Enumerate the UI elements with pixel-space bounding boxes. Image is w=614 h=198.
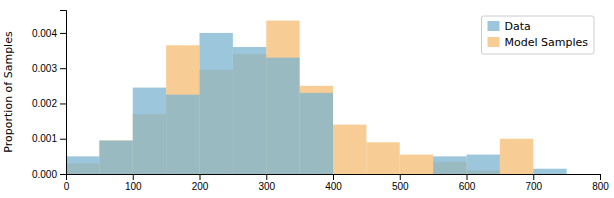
x-tick-label: 400 — [325, 181, 342, 192]
x-tick-label: 800 — [592, 181, 609, 192]
x-tick: 300 — [258, 174, 275, 192]
y-tick: 0.001 — [32, 133, 66, 144]
legend: Data Model Samples — [482, 16, 595, 54]
x-tick: 400 — [325, 174, 342, 192]
x-tick-label: 600 — [459, 181, 476, 192]
x-tick-label: 700 — [525, 181, 542, 192]
x-tick-mark — [600, 174, 601, 180]
bar — [166, 95, 199, 174]
bars — [66, 21, 567, 174]
legend-item: Data — [488, 20, 531, 33]
bar — [500, 139, 533, 174]
bar — [500, 174, 533, 175]
legend-swatch — [488, 21, 500, 31]
y-tick-label: 0.000 — [32, 169, 57, 180]
x-tick: 700 — [525, 174, 542, 192]
x-tick-label: 300 — [258, 181, 275, 192]
x-tick: 200 — [192, 174, 209, 192]
legend-swatch — [488, 37, 500, 47]
x-tick: 100 — [125, 174, 142, 192]
series — [66, 21, 533, 174]
bar — [567, 174, 600, 175]
x-tick: 600 — [459, 174, 476, 192]
y-tick-mark — [60, 139, 66, 140]
x-axis: 0 100 200 300 400 500 600 700 800 — [64, 174, 610, 192]
bar — [166, 45, 199, 174]
x-tick-mark — [533, 174, 534, 180]
y-axis-title: Proportion of Samples — [2, 31, 15, 153]
y-tick-label: 0.003 — [32, 63, 57, 74]
x-tick-label: 500 — [392, 181, 409, 192]
y-tick-label: 0.002 — [32, 98, 57, 109]
legend-label: Model Samples — [505, 36, 589, 49]
x-tick-label: 0 — [64, 181, 70, 192]
bar — [567, 174, 600, 175]
bar — [366, 142, 399, 174]
bar — [233, 47, 266, 174]
x-tick: 0 — [64, 174, 70, 192]
legend-box — [482, 16, 595, 54]
y-axis-line — [60, 11, 67, 175]
y-tick-mark — [60, 103, 66, 104]
legend-item: Model Samples — [488, 36, 589, 49]
bar — [99, 140, 132, 174]
x-tick-mark — [467, 174, 468, 180]
bar — [333, 174, 366, 175]
x-tick-mark — [333, 174, 334, 180]
bar — [266, 21, 299, 174]
y-tick-mark — [60, 174, 66, 175]
x-tick: 800 — [592, 174, 609, 192]
y-tick-mark — [60, 33, 66, 34]
bar — [99, 140, 132, 174]
bar — [366, 174, 399, 175]
bar — [333, 125, 366, 174]
bar — [300, 86, 333, 174]
legend-label: Data — [505, 20, 531, 33]
x-tick-mark — [133, 174, 134, 180]
bar — [400, 155, 433, 174]
bar — [433, 156, 466, 174]
y-tick: 0.002 — [32, 98, 66, 109]
bar — [66, 156, 99, 174]
x-tick-label: 100 — [125, 181, 142, 192]
y-tick: 0.003 — [32, 63, 66, 74]
y-tick-label: 0.001 — [32, 133, 57, 144]
y-tick-mark — [60, 68, 66, 69]
y-tick: 0.004 — [32, 28, 66, 39]
plot: 0 100 200 300 400 500 600 700 800 0.000 0.001 0.002… — [2, 11, 609, 193]
x-axis-line — [67, 175, 601, 181]
x-tick-mark — [200, 174, 201, 180]
bar — [467, 155, 500, 174]
bar — [200, 33, 233, 174]
bar — [133, 88, 166, 174]
x-tick-mark — [400, 174, 401, 180]
chart: 0 100 200 300 400 500 600 700 800 0.000 0.001 0.002… — [0, 0, 614, 198]
bar — [400, 174, 433, 175]
x-tick-label: 200 — [192, 181, 209, 192]
x-tick-mark — [266, 174, 267, 180]
x-tick: 500 — [392, 174, 409, 192]
y-tick-label: 0.004 — [32, 28, 57, 39]
bar — [300, 93, 333, 174]
bar — [533, 169, 566, 174]
bar — [266, 58, 299, 174]
y-axis: 0.000 0.001 0.002 0.003 0.004 — [32, 11, 67, 180]
y-tick: 0.000 — [32, 169, 66, 180]
